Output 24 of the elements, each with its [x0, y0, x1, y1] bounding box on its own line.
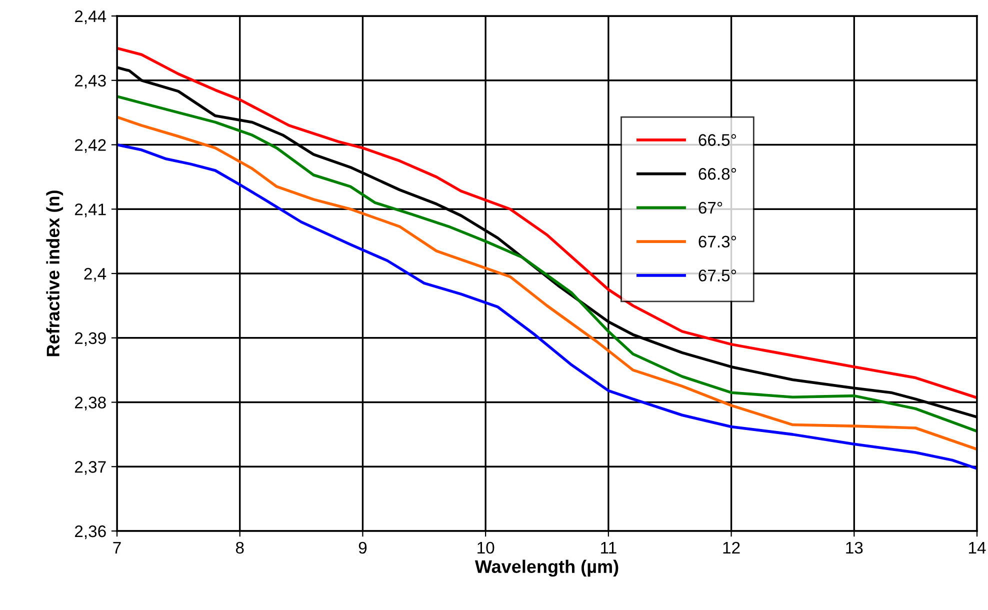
- x-axis-title: Wavelength (µm): [474, 560, 618, 577]
- x-tick-label: 13: [846, 542, 863, 554]
- x-tick-label: 9: [358, 542, 367, 554]
- y-tick-label: 2,42: [74, 139, 106, 153]
- y-tick-label: 2,37: [74, 461, 106, 475]
- x-tick-label: 12: [723, 542, 740, 554]
- y-tick-label: 2,41: [74, 204, 106, 218]
- y-tick-label: 2,38: [74, 396, 106, 410]
- y-axis-title: Refractive index (n): [46, 190, 64, 356]
- x-tick-label: 14: [969, 542, 986, 554]
- y-tick-label: 2,43: [74, 74, 106, 89]
- y-tick-label: 2,36: [74, 525, 106, 540]
- x-tick-label: 10: [478, 542, 494, 554]
- legend-label: 67°: [698, 202, 722, 214]
- y-tick-label: 2,44: [74, 10, 106, 24]
- legend-label: 67.3°: [698, 236, 736, 248]
- x-tick-label: 8: [236, 542, 244, 554]
- legend-label: 66.8°: [698, 168, 736, 180]
- y-tick-label: 2,39: [74, 332, 106, 346]
- legend-label: 67.5°: [698, 270, 736, 282]
- x-tick-label: 11: [601, 542, 616, 554]
- y-tick-label: 2,4: [84, 268, 106, 282]
- x-tick-label: 7: [113, 542, 121, 554]
- legend-label: 66.5°: [698, 134, 736, 146]
